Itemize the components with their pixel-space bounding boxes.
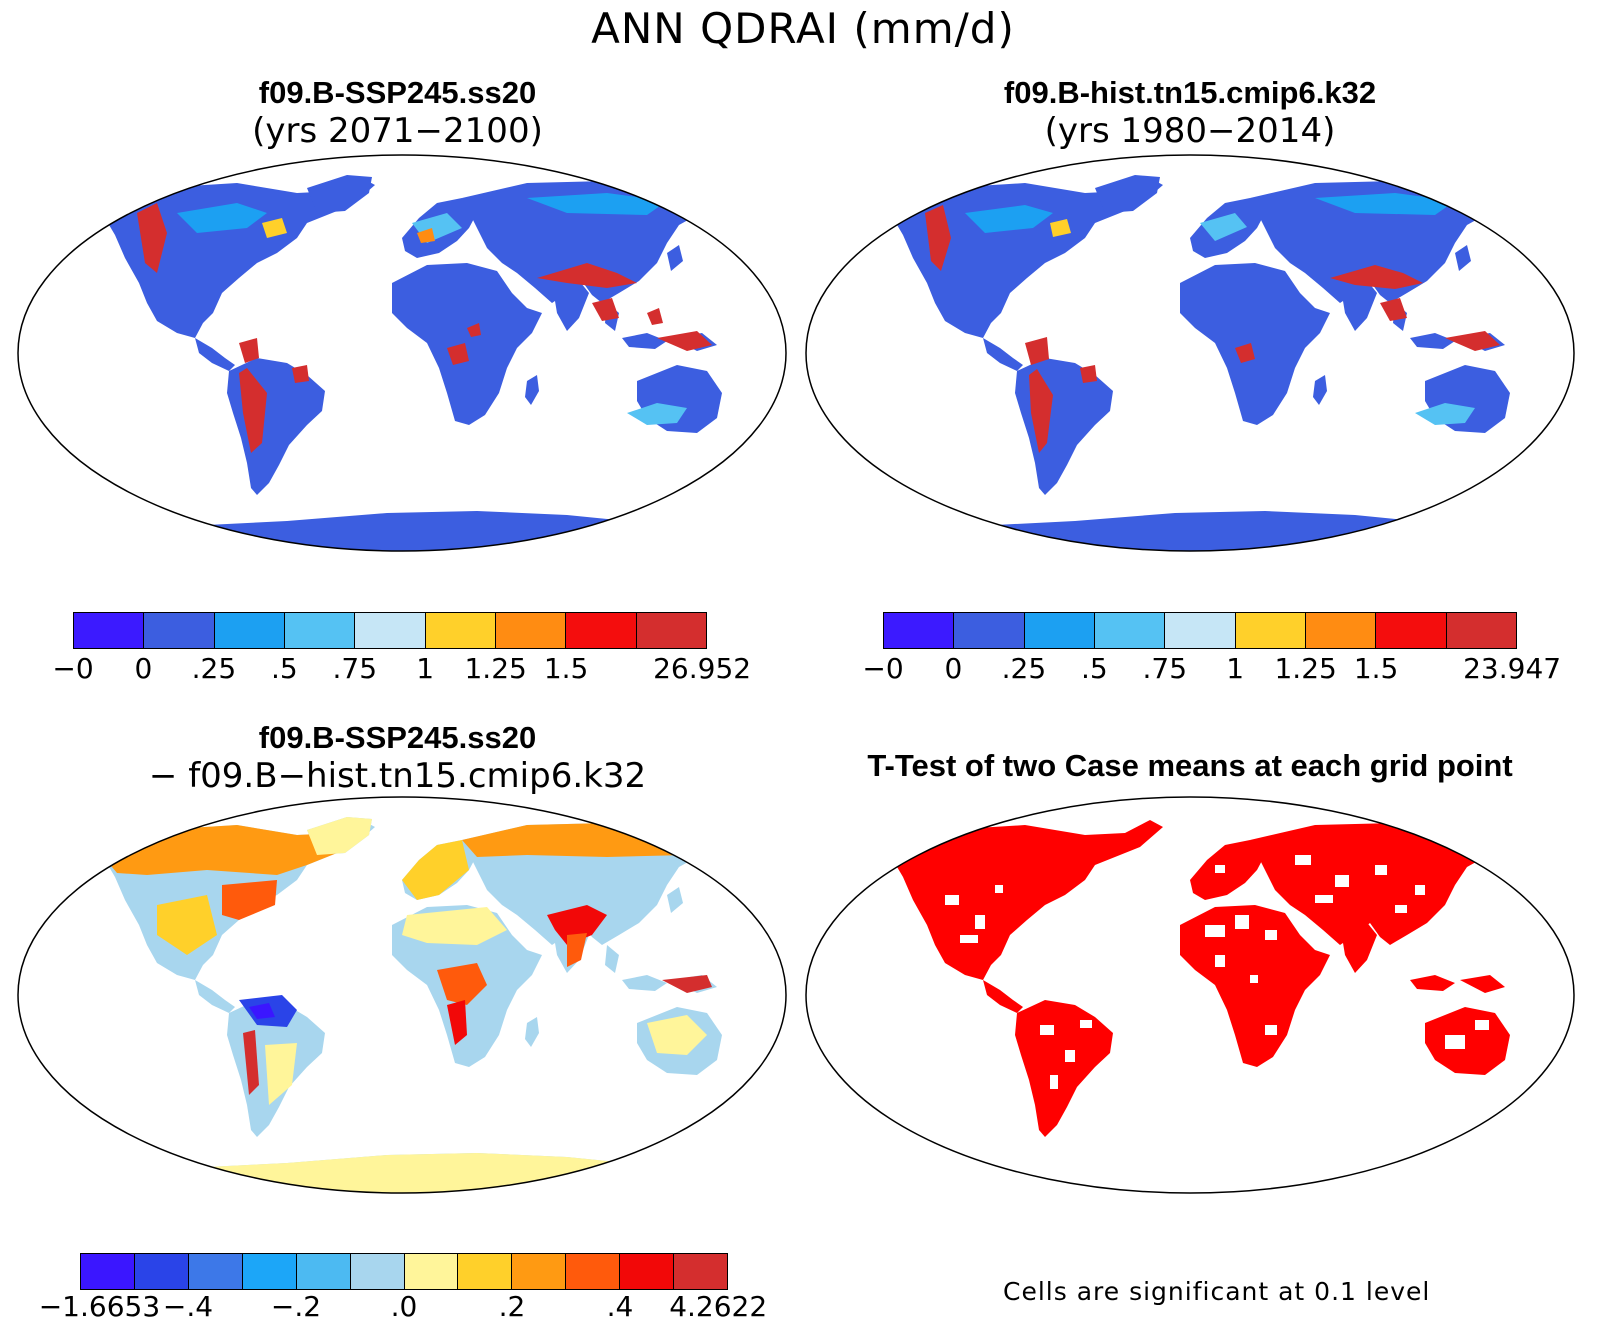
colorbar-swatch <box>1165 613 1236 648</box>
colorbar-swatch <box>1094 613 1166 648</box>
colorbar-swatch <box>404 1254 459 1289</box>
colorbar-hist <box>883 612 1517 649</box>
colorbar-swatch <box>636 613 706 648</box>
colorbar-tick-label: 1.25 <box>1274 652 1337 685</box>
colorbar-tick-label: −1.6653 <box>38 1290 161 1323</box>
colorbar-swatch <box>214 613 285 648</box>
colorbar-tick-label: .25 <box>191 652 237 685</box>
colorbar-tick-label: 1 <box>416 652 435 685</box>
colorbar-tick-label: 26.952 <box>653 652 752 685</box>
colorbar-tick-label: 0 <box>944 652 963 685</box>
colorbar-swatch <box>566 613 637 648</box>
colorbar-ssp245 <box>73 612 707 649</box>
figure-title: ANN QDRAI (mm/d) <box>591 4 1015 53</box>
panel-title-hist: f09.B-hist.tn15.cmip6.k32 (yrs 1980−2014… <box>795 75 1585 151</box>
colorbar-tick-label: .0 <box>390 1290 418 1323</box>
colorbar-swatch <box>296 1254 351 1289</box>
colorbar-swatch <box>458 1254 513 1289</box>
colorbar-tick-label: .75 <box>332 652 378 685</box>
colorbar-tick-label: .5 <box>270 652 298 685</box>
panel-title-ssp245: f09.B-SSP245.ss20 (yrs 2071−2100) <box>0 75 795 151</box>
colorbar-tick-label: .75 <box>1142 652 1188 685</box>
colorbar-swatch <box>1305 613 1377 648</box>
panel-title-diff-case-b: − f09.B−hist.tn15.cmip6.k32 <box>148 756 647 796</box>
panel-title-ssp245-years: (yrs 2071−2100) <box>252 111 543 151</box>
panel-title-ttest-text: T-Test of two Case means at each grid po… <box>867 748 1513 783</box>
colorbar-swatch <box>566 1254 621 1289</box>
colorbar-swatch <box>674 1254 728 1289</box>
colorbar-swatch <box>134 1254 189 1289</box>
colorbar-swatch <box>512 1254 567 1289</box>
colorbar-swatch <box>495 613 567 648</box>
colorbar-swatch <box>144 613 215 648</box>
panel-title-ttest: T-Test of two Case means at each grid po… <box>795 748 1585 784</box>
colorbar-tick-label: 4.2622 <box>669 1290 768 1323</box>
colorbar-swatch <box>74 613 145 648</box>
colorbar-diff-ticks: −1.6653 −.4 −.2 .0 .2 .4 4.2622 <box>39 1290 767 1324</box>
colorbar-swatch <box>81 1254 135 1289</box>
colorbar-tick-label: −0 <box>862 652 904 685</box>
colorbar-tick-label: −.4 <box>162 1290 214 1323</box>
colorbar-tick-label: .5 <box>1080 652 1108 685</box>
colorbar-swatch <box>884 613 955 648</box>
colorbar-swatch <box>350 1254 405 1289</box>
colorbar-tick-label: −.2 <box>270 1290 322 1323</box>
colorbar-swatch <box>1235 613 1306 648</box>
colorbar-swatch <box>425 613 496 648</box>
colorbar-swatch <box>620 1254 675 1289</box>
map-ttest <box>805 796 1575 1194</box>
colorbar-diff <box>80 1253 728 1290</box>
colorbar-tick-label: 23.947 <box>1463 652 1562 685</box>
panel-title-hist-years: (yrs 1980−2014) <box>1044 111 1336 151</box>
colorbar-swatch <box>242 1254 297 1289</box>
map-hist <box>805 154 1575 552</box>
panel-title-hist-case: f09.B-hist.tn15.cmip6.k32 <box>1003 75 1377 110</box>
colorbar-tick-label: 1.5 <box>1353 652 1399 685</box>
colorbar-swatch <box>284 613 356 648</box>
colorbar-ssp245-ticks: −0 0 .25 .5 .75 1 1.25 1.5 26.952 <box>52 652 751 686</box>
panel-title-ssp245-case: f09.B-SSP245.ss20 <box>258 75 537 110</box>
significance-note: Cells are significant at 0.1 level <box>1003 1277 1431 1306</box>
colorbar-swatch <box>954 613 1025 648</box>
colorbar-tick-label: 1.25 <box>464 652 527 685</box>
colorbar-hist-ticks: −0 0 .25 .5 .75 1 1.25 1.5 23.947 <box>862 652 1561 686</box>
colorbar-tick-label: 0 <box>134 652 153 685</box>
panel-title-diff-case-a: f09.B-SSP245.ss20 <box>258 720 537 755</box>
colorbar-tick-label: .25 <box>1001 652 1047 685</box>
colorbar-swatch <box>1376 613 1447 648</box>
colorbar-swatch <box>188 1254 243 1289</box>
panel-title-diff: f09.B-SSP245.ss20 − f09.B−hist.tn15.cmip… <box>0 720 795 796</box>
colorbar-tick-label: .2 <box>498 1290 526 1323</box>
map-ssp245 <box>17 154 787 552</box>
colorbar-tick-label: 1 <box>1226 652 1245 685</box>
colorbar-swatch <box>1024 613 1095 648</box>
colorbar-swatch <box>1446 613 1516 648</box>
colorbar-swatch <box>355 613 426 648</box>
colorbar-tick-label: 1.5 <box>543 652 589 685</box>
map-diff <box>17 796 787 1194</box>
colorbar-tick-label: −0 <box>52 652 94 685</box>
colorbar-tick-label: .4 <box>606 1290 634 1323</box>
